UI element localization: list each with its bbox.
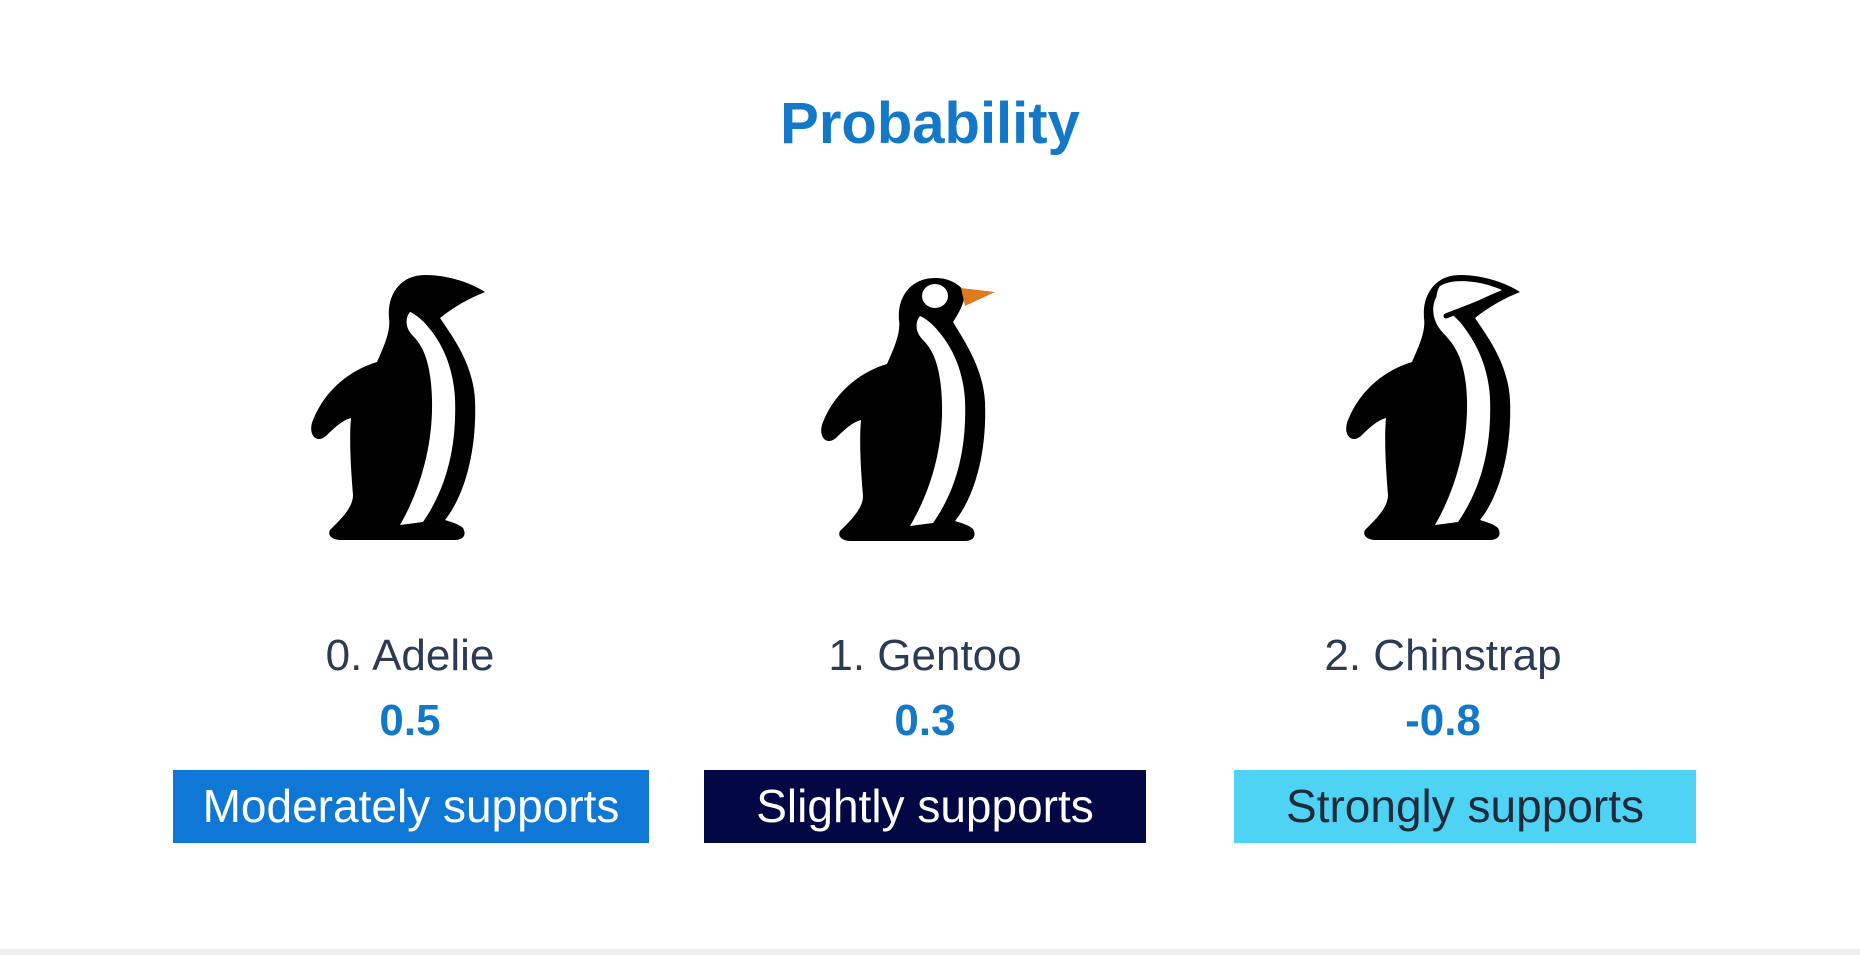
gentoo-penguin-icon <box>815 270 1025 550</box>
page-title: Probability <box>780 91 1080 156</box>
species-name-adelie: 0. Adelie <box>325 631 495 680</box>
score-gentoo: 0.3 <box>894 696 956 745</box>
species-name-chinstrap: 2. Chinstrap <box>1324 631 1562 680</box>
support-badge-adelie: Moderately supports <box>173 770 649 843</box>
adelie-penguin-icon <box>305 270 515 550</box>
support-badge-gentoo: Slightly supports <box>704 770 1146 843</box>
support-badge-chinstrap: Strongly supports <box>1234 770 1696 843</box>
score-adelie: 0.5 <box>379 696 441 745</box>
chinstrap-penguin-icon <box>1340 270 1550 550</box>
score-chinstrap: -0.8 <box>1405 696 1481 745</box>
species-name-gentoo: 1. Gentoo <box>828 631 1022 680</box>
bottom-edge <box>0 949 1860 955</box>
